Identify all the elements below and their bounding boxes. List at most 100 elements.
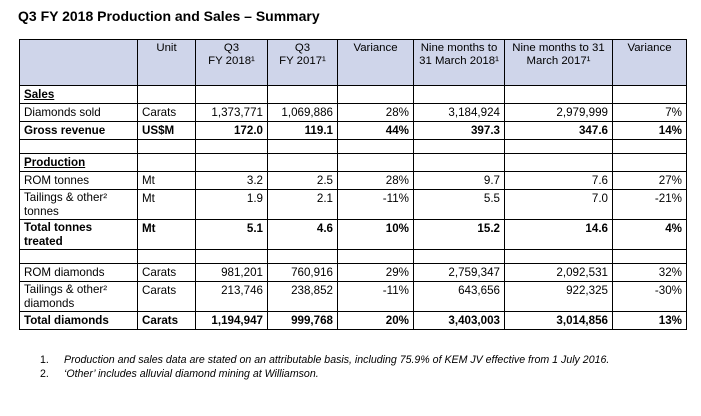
- empty-cell: [504, 249, 613, 264]
- cell-nine-2018: 3,403,003: [413, 311, 505, 330]
- header-variance: Variance: [337, 39, 414, 86]
- cell-q3-2018: 172.0: [195, 121, 268, 140]
- row-label: Total tonnes treated: [19, 219, 138, 250]
- footnotes: 1. Production and sales data are stated …: [40, 354, 680, 381]
- empty-cell: [19, 249, 138, 264]
- row-unit: US$M: [137, 121, 196, 140]
- cell-variance: 10%: [337, 219, 414, 250]
- spacer-row: [19, 139, 687, 154]
- cell-q3-2018: 1.9: [195, 189, 268, 220]
- row-unit: Mt: [137, 189, 196, 220]
- cell-nine-2017: 2,092,531: [504, 263, 613, 282]
- cell-variance: -11%: [337, 189, 414, 220]
- cell-q3-2018: 213,746: [195, 281, 268, 312]
- empty-cell: [267, 153, 338, 172]
- header-q3-fy2017-line2: FY 2017¹: [279, 54, 326, 67]
- cell-q3-2017: 119.1: [267, 121, 338, 140]
- cell-q3-2018: 981,201: [195, 263, 268, 282]
- empty-cell: [267, 249, 338, 264]
- cell-variance: 28%: [337, 103, 414, 122]
- empty-cell: [413, 153, 505, 172]
- section-heading-row: Sales: [19, 85, 687, 104]
- empty-cell: [195, 139, 268, 154]
- empty-cell: [19, 139, 138, 154]
- cell-variance-nine: -21%: [612, 189, 687, 220]
- empty-cell: [413, 85, 505, 104]
- cell-q3-2017: 2.1: [267, 189, 338, 220]
- empty-cell: [413, 249, 505, 264]
- empty-cell: [612, 139, 687, 154]
- cell-variance-nine: -30%: [612, 281, 687, 312]
- cell-nine-2018: 643,656: [413, 281, 505, 312]
- header-empty-cell: [19, 39, 138, 86]
- empty-cell: [267, 85, 338, 104]
- header-nine-months-2017-text: Nine months to 31 March 2017¹: [512, 42, 605, 67]
- empty-cell: [195, 153, 268, 172]
- footnote: 2. ‘Other’ includes alluvial diamond min…: [40, 368, 680, 381]
- cell-nine-2018: 2,759,347: [413, 263, 505, 282]
- cell-variance-nine: 14%: [612, 121, 687, 140]
- empty-cell: [337, 153, 414, 172]
- table-row: Tailings & other² diamonds Carats 213,74…: [19, 281, 687, 312]
- cell-nine-2017: 2,979,999: [504, 103, 613, 122]
- empty-cell: [504, 153, 613, 172]
- table-header-row: Unit Q3 FY 2018¹ Q3 FY 2017¹ Variance Nine…: [19, 39, 687, 86]
- cell-variance-nine: 4%: [612, 219, 687, 250]
- header-unit: Unit: [137, 39, 196, 86]
- spacer-row: [19, 249, 687, 264]
- empty-cell: [504, 85, 613, 104]
- row-label: Tailings & other² diamonds: [19, 281, 138, 312]
- row-unit: Mt: [137, 219, 196, 250]
- footnote-number: 2.: [40, 367, 49, 380]
- empty-cell: [137, 249, 196, 264]
- cell-variance: 29%: [337, 263, 414, 282]
- empty-cell: [612, 249, 687, 264]
- cell-variance: -11%: [337, 281, 414, 312]
- section-heading-production: Production: [19, 153, 138, 172]
- empty-cell: [337, 139, 414, 154]
- table-row: Tailings & other² tonnes Mt 1.9 2.1 -11%…: [19, 189, 687, 220]
- cell-q3-2018: 3.2: [195, 171, 268, 190]
- row-unit: Carats: [137, 263, 196, 282]
- cell-variance: 28%: [337, 171, 414, 190]
- row-label: ROM tonnes: [19, 171, 138, 190]
- header-q3-fy2018-line2: FY 2018¹: [208, 54, 255, 67]
- empty-cell: [504, 139, 613, 154]
- empty-cell: [195, 249, 268, 264]
- footnote-number: 1.: [40, 354, 49, 366]
- row-label: Total diamonds: [19, 311, 138, 330]
- header-q3-fy2017-line1: Q3: [294, 42, 311, 54]
- empty-cell: [195, 85, 268, 104]
- header-unit-text: Unit: [156, 42, 177, 54]
- cell-nine-2017: 7.6: [504, 171, 613, 190]
- cell-nine-2018: 3,184,924: [413, 103, 505, 122]
- table-row: Gross revenue US$M 172.0 119.1 44% 397.3…: [19, 121, 687, 140]
- footnote: 1. Production and sales data are stated …: [40, 354, 680, 367]
- empty-cell: [137, 153, 196, 172]
- cell-q3-2018: 1,194,947: [195, 311, 268, 330]
- cell-q3-2017: 760,916: [267, 263, 338, 282]
- row-unit: Carats: [137, 281, 196, 312]
- cell-variance-nine: 13%: [612, 311, 687, 330]
- empty-cell: [413, 139, 505, 154]
- header-nine-months-2018: Nine months to 31 March 2018¹: [413, 39, 505, 86]
- section-heading-sales: Sales: [19, 85, 138, 104]
- header-q3-fy2017: Q3 FY 2017¹: [267, 39, 338, 86]
- cell-q3-2018: 1,373,771: [195, 103, 268, 122]
- empty-cell: [612, 153, 687, 172]
- header-nine-months-2017: Nine months to 31 March 2017¹: [504, 39, 613, 86]
- cell-q3-2017: 238,852: [267, 281, 338, 312]
- empty-cell: [137, 85, 196, 104]
- cell-nine-2017: 3,014,856: [504, 311, 613, 330]
- section-heading-row: Production: [19, 153, 687, 172]
- cell-nine-2018: 397.3: [413, 121, 505, 140]
- cell-nine-2017: 922,325: [504, 281, 613, 312]
- cell-nine-2017: 347.6: [504, 121, 613, 140]
- cell-variance-nine: 27%: [612, 171, 687, 190]
- header-q3-fy2018: Q3 FY 2018¹: [195, 39, 268, 86]
- row-label: Diamonds sold: [19, 103, 138, 122]
- header-q3-fy2018-line1: Q3: [223, 42, 240, 54]
- page-title: Q3 FY 2018 Production and Sales – Summar…: [18, 8, 320, 24]
- footnote-text: Production and sales data are stated on …: [64, 354, 610, 366]
- cell-variance-nine: 7%: [612, 103, 687, 122]
